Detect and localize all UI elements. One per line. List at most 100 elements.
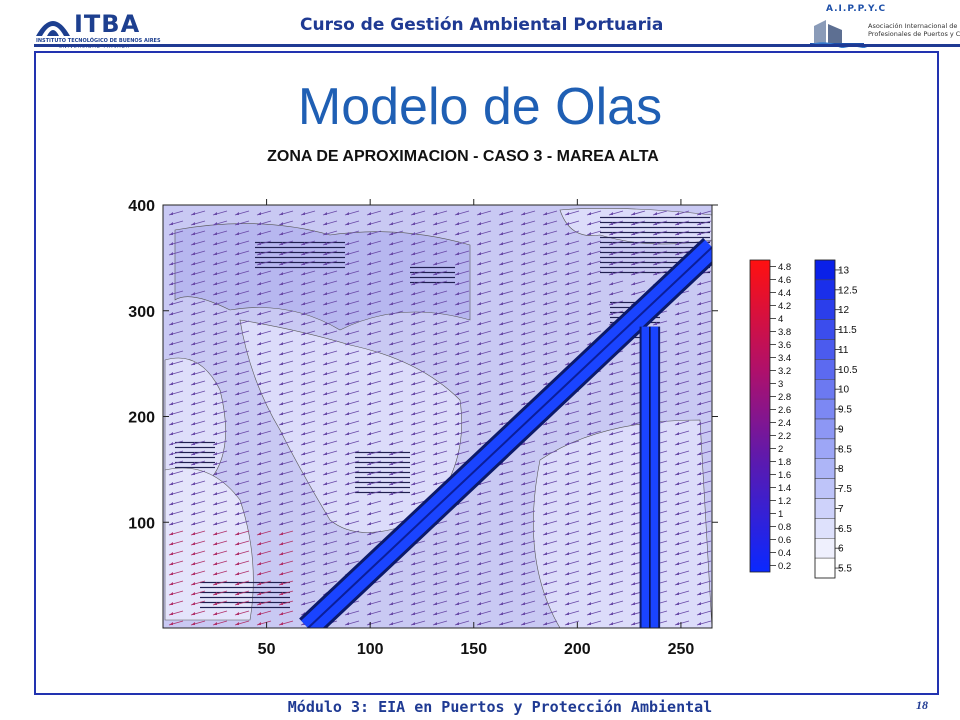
colorbar-period-label: 12 xyxy=(838,305,850,316)
wave-arrow xyxy=(498,540,514,546)
wave-arrow xyxy=(454,210,470,216)
wave-arrow xyxy=(344,310,360,316)
wave-arrow xyxy=(300,250,316,256)
wave-arrow xyxy=(234,550,250,556)
wave-arrow xyxy=(190,600,206,606)
wave-arrow xyxy=(344,460,360,466)
wave-arrow xyxy=(190,480,206,486)
wave-arrow xyxy=(696,590,712,596)
wave-arrow xyxy=(520,520,536,526)
wave-arrow xyxy=(234,430,250,436)
wave-arrow xyxy=(300,290,316,296)
wave-arrow xyxy=(234,470,250,476)
wave-arrow xyxy=(234,620,250,626)
wave-arrow xyxy=(586,540,602,546)
wave-arrow xyxy=(410,230,426,236)
wave-arrow xyxy=(168,420,184,426)
colorbar-height-label: 0.4 xyxy=(778,548,791,559)
wave-arrow xyxy=(454,540,470,546)
wave-arrow xyxy=(608,570,624,576)
wave-arrow xyxy=(696,230,712,236)
wave-arrow xyxy=(344,450,360,456)
wave-arrow xyxy=(674,610,690,616)
wave-arrow xyxy=(564,430,580,436)
wave-arrow xyxy=(344,420,360,426)
colorbar-height-label: 3.8 xyxy=(778,327,791,338)
wave-arrow xyxy=(674,250,690,256)
wave-arrow xyxy=(542,450,558,456)
wave-arrow xyxy=(168,280,184,286)
wave-arrow xyxy=(608,290,624,296)
wave-arrow xyxy=(388,340,404,346)
wave-arrow xyxy=(322,270,338,276)
wave-arrow xyxy=(454,440,470,446)
wave-arrow xyxy=(432,440,448,446)
wave-arrow xyxy=(256,430,272,436)
wave-arrow xyxy=(564,230,580,236)
wave-arrow xyxy=(586,520,602,526)
wave-arrow xyxy=(520,610,536,616)
wave-arrow xyxy=(696,530,712,536)
wave-arrow xyxy=(278,260,294,266)
wave-arrow xyxy=(256,560,272,566)
wave-arrow xyxy=(586,290,602,296)
wave-arrow xyxy=(498,290,514,296)
wave-arrow xyxy=(432,250,448,256)
wave-arrow xyxy=(212,470,228,476)
wave-arrow xyxy=(696,370,712,376)
wave-arrow xyxy=(366,400,382,406)
wave-arrow xyxy=(410,350,426,356)
wave-arrow xyxy=(454,270,470,276)
wave-arrow xyxy=(388,590,404,596)
wave-arrow xyxy=(278,270,294,276)
colorbar-height-label: 3.4 xyxy=(778,353,791,364)
wave-arrow xyxy=(454,350,470,356)
wave-arrow xyxy=(168,590,184,596)
wave-arrow xyxy=(608,540,624,546)
wave-arrow xyxy=(168,330,184,336)
wave-arrow xyxy=(586,490,602,496)
wave-arrow xyxy=(498,570,514,576)
wave-arrow xyxy=(476,420,492,426)
wave-arrow xyxy=(498,240,514,246)
wave-arrow xyxy=(366,270,382,276)
wave-arrow xyxy=(168,490,184,496)
wave-arrow xyxy=(168,340,184,346)
wave-arrow xyxy=(432,300,448,306)
wave-arrow xyxy=(300,220,316,226)
wave-arrow xyxy=(388,420,404,426)
wave-arrow xyxy=(190,360,206,366)
wave-arrow xyxy=(542,320,558,326)
wave-arrow xyxy=(300,530,316,536)
y-tick-label: 200 xyxy=(128,410,155,427)
wave-arrow xyxy=(498,590,514,596)
wave-arrow xyxy=(520,590,536,596)
header-rule xyxy=(34,44,960,47)
colorbar-period-label: 7 xyxy=(838,504,844,515)
wave-arrow xyxy=(256,520,272,526)
wave-arrow xyxy=(300,580,316,586)
wave-arrow xyxy=(300,520,316,526)
wave-arrow xyxy=(410,210,426,216)
wave-arrow xyxy=(696,300,712,306)
wave-arrow xyxy=(542,220,558,226)
colorbar-height-label: 2 xyxy=(778,444,783,455)
wave-arrow xyxy=(608,520,624,526)
wave-arrow xyxy=(300,310,316,316)
wave-arrow xyxy=(388,500,404,506)
wave-arrow xyxy=(454,340,470,346)
colorbar-height-label: 4 xyxy=(778,314,783,325)
wave-arrow xyxy=(278,530,294,536)
wave-arrow xyxy=(542,430,558,436)
wave-arrow xyxy=(498,410,514,416)
wave-arrow xyxy=(696,220,712,226)
wave-arrow xyxy=(498,230,514,236)
colorbar-height-label: 1.6 xyxy=(778,470,791,481)
wave-arrow xyxy=(586,470,602,476)
wave-arrow xyxy=(190,550,206,556)
wave-arrow xyxy=(520,300,536,306)
wave-arrow xyxy=(344,530,360,536)
wave-arrow xyxy=(564,410,580,416)
wave-arrow xyxy=(432,530,448,536)
wave-arrow xyxy=(564,420,580,426)
